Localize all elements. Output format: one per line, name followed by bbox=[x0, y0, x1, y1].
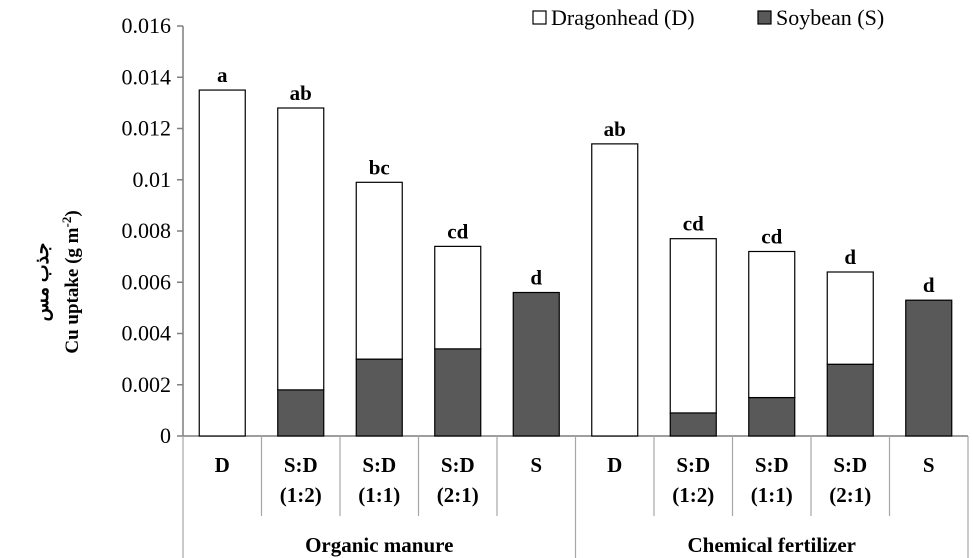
x-category-label: S:D bbox=[676, 453, 710, 477]
significance-letter: a bbox=[217, 63, 228, 87]
x-group-label: Chemical fertilizer bbox=[688, 533, 857, 557]
significance-letter: cd bbox=[683, 212, 704, 236]
significance-letter: cd bbox=[761, 225, 782, 249]
axes: 0 0.002 0.004 0.006 0.008 0.01 0.012 0.014 0.016 bbox=[122, 13, 969, 558]
x-category-label: D bbox=[215, 453, 230, 477]
significance-letter: d bbox=[530, 266, 542, 290]
y-axis-title-main: Cu uptake (g m bbox=[62, 227, 83, 353]
x-category-label: S:D bbox=[284, 453, 318, 477]
x-category-label: S bbox=[530, 453, 542, 477]
bar-segment-soybean bbox=[434, 348, 482, 437]
x-category-label: (2:1) bbox=[829, 483, 871, 507]
x-category-label: D bbox=[607, 453, 622, 477]
significance-letter: ab bbox=[604, 117, 626, 141]
x-category-label: (1:1) bbox=[751, 483, 793, 507]
y-axis-title-english: Cu uptake (g m-2) bbox=[59, 210, 84, 353]
y-axis-title-persian: جذب مس bbox=[32, 243, 53, 322]
bar-segment-soybean bbox=[512, 291, 560, 437]
y-tick-label: 0.004 bbox=[122, 321, 172, 346]
bar-segment-dragonhead bbox=[748, 250, 796, 399]
y-axis-title-exponent: -2 bbox=[59, 217, 74, 228]
y-tick-label: 0.014 bbox=[122, 64, 172, 89]
significance-letter: d bbox=[923, 273, 935, 297]
y-tick-label: 0.006 bbox=[122, 269, 172, 294]
x-category-label: S bbox=[923, 453, 935, 477]
x-category-label: S:D bbox=[362, 453, 396, 477]
legend-label: Soybean (S) bbox=[776, 5, 884, 30]
bar-segment-dragonhead bbox=[434, 245, 482, 350]
x-category-label: (1:2) bbox=[280, 483, 322, 507]
bar-segment-dragonhead bbox=[277, 107, 325, 391]
x-category-label: S:D bbox=[755, 453, 789, 477]
bar-segment-dragonhead bbox=[826, 271, 874, 365]
x-category-label: (1:1) bbox=[358, 483, 400, 507]
x-category-label: S:D bbox=[441, 453, 475, 477]
bar-segment-soybean bbox=[355, 358, 403, 437]
bar-segment-soybean bbox=[748, 396, 796, 437]
y-tick-label: 0.016 bbox=[122, 13, 172, 38]
bar-segment-soybean bbox=[826, 363, 874, 437]
bar-segment-dragonhead bbox=[591, 143, 639, 437]
bar-segment-dragonhead bbox=[355, 181, 403, 360]
y-tick-label: 0.008 bbox=[122, 218, 172, 243]
bar-segment-soybean bbox=[277, 389, 325, 437]
y-tick-label: 0.01 bbox=[133, 167, 172, 192]
significance-letter: cd bbox=[447, 219, 468, 243]
y-tick-label: 0 bbox=[160, 423, 171, 448]
bars bbox=[198, 89, 953, 437]
legend-label: Dragonhead (D) bbox=[551, 5, 695, 30]
significance-letters: a ab bc cd d ab cd cd d d bbox=[217, 63, 935, 297]
x-category-label: S:D bbox=[833, 453, 867, 477]
x-category-label: (2:1) bbox=[437, 483, 479, 507]
x-category-labels: D S:D (1:2) S:D (1:1) S:D (2:1) S Organic manure… bbox=[215, 453, 935, 557]
bar-segment-dragonhead bbox=[198, 89, 246, 437]
legend: Dragonhead (D) Soybean (S) bbox=[532, 5, 884, 30]
significance-letter: bc bbox=[369, 155, 390, 179]
y-tick-label: 0.002 bbox=[122, 372, 172, 397]
significance-letter: d bbox=[844, 245, 856, 269]
x-category-label: (1:2) bbox=[672, 483, 714, 507]
bar-segment-soybean bbox=[669, 412, 717, 437]
y-axis-title: جذب مس Cu uptake (g m-2) bbox=[32, 210, 83, 353]
y-axis-title-close: ) bbox=[62, 210, 83, 216]
legend-swatch bbox=[532, 10, 547, 25]
x-group-label: Organic manure bbox=[305, 533, 453, 557]
y-tick-label: 0.012 bbox=[122, 116, 172, 141]
bar-segment-soybean bbox=[905, 299, 953, 437]
legend-swatch bbox=[757, 10, 772, 25]
bar-segment-dragonhead bbox=[669, 238, 717, 414]
significance-letter: ab bbox=[290, 81, 312, 105]
